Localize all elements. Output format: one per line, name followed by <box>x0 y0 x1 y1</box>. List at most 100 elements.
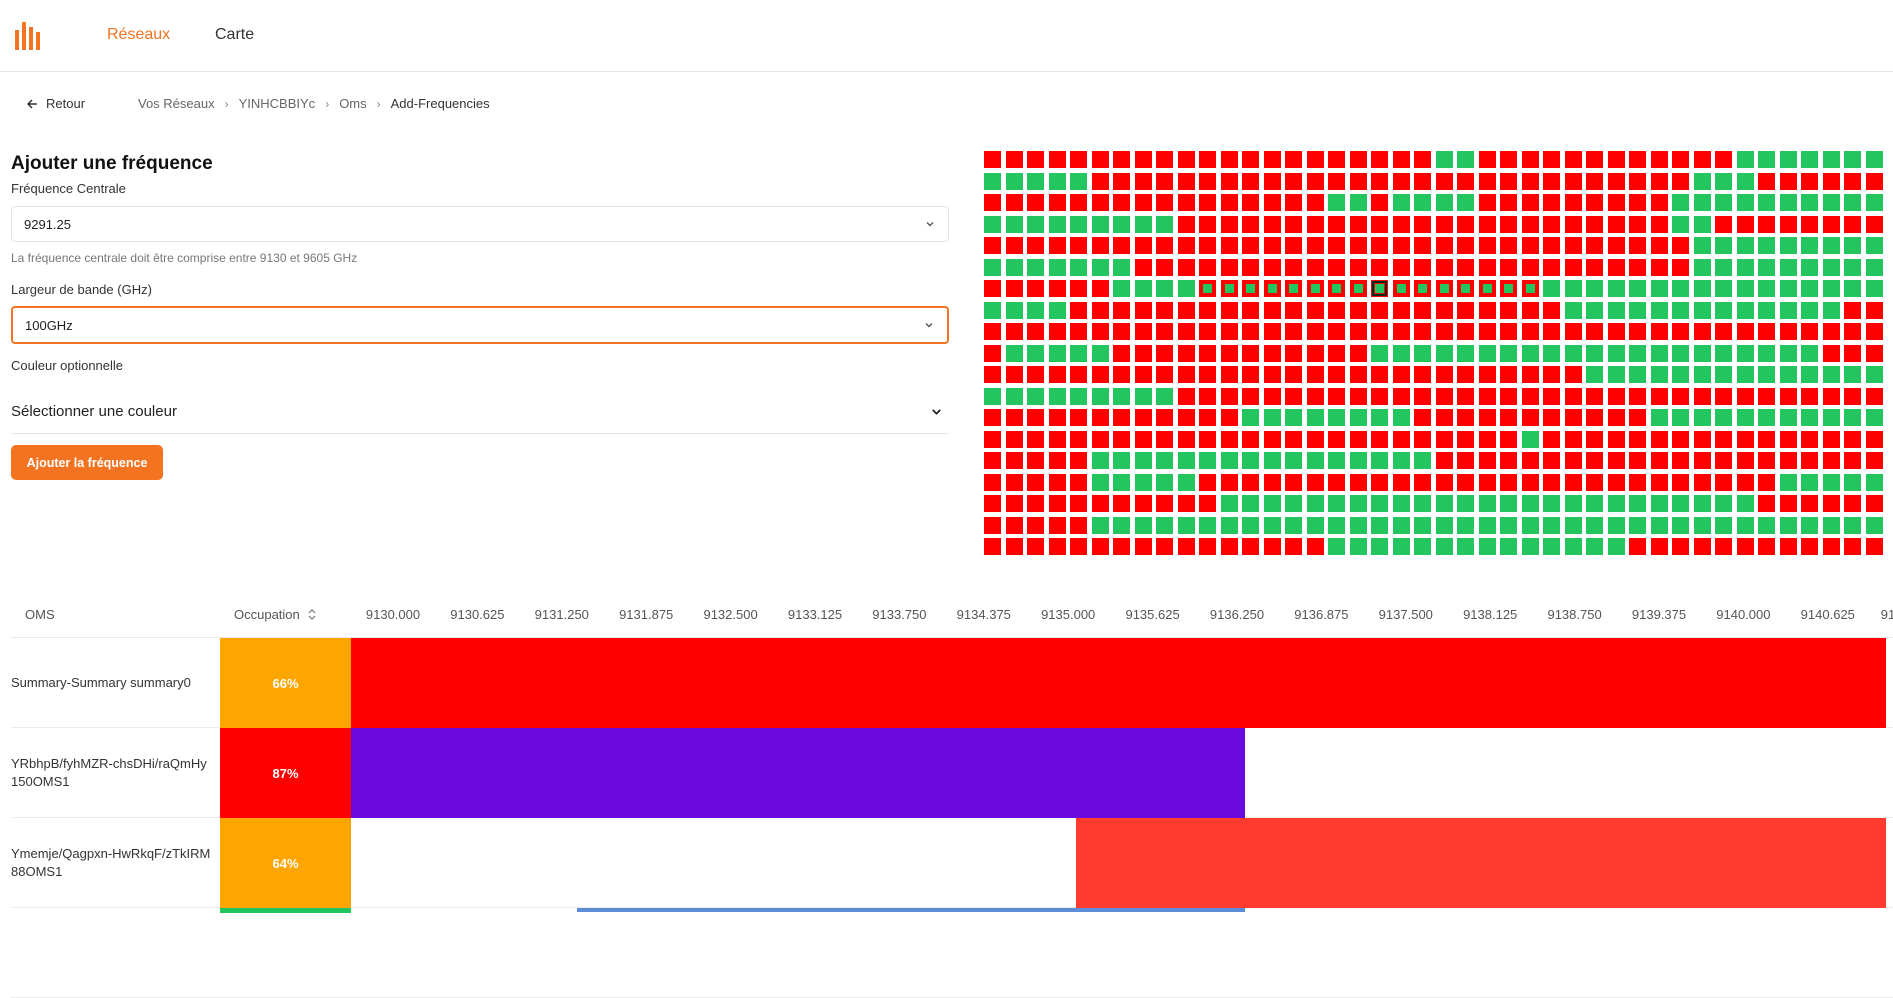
grid-cell[interactable] <box>1306 280 1324 297</box>
grid-cell[interactable] <box>1285 258 1302 276</box>
grid-cell[interactable] <box>1672 516 1689 534</box>
grid-cell[interactable] <box>1199 409 1216 426</box>
grid-cell[interactable] <box>1500 280 1517 297</box>
grid-cell[interactable] <box>1521 452 1539 469</box>
grid-cell[interactable] <box>1564 387 1582 405</box>
grid-cell[interactable] <box>1134 172 1152 190</box>
grid-cell[interactable] <box>1048 538 1066 555</box>
frequency-band[interactable] <box>351 728 1245 818</box>
grid-cell[interactable] <box>1005 495 1023 512</box>
grid-cell[interactable] <box>1865 387 1883 405</box>
grid-cell[interactable] <box>1650 366 1668 383</box>
grid-cell[interactable] <box>1285 301 1302 319</box>
grid-cell[interactable] <box>1199 366 1216 383</box>
grid-cell[interactable] <box>1672 237 1689 254</box>
grid-cell[interactable] <box>1758 387 1775 405</box>
grid-cell[interactable] <box>1564 280 1582 297</box>
grid-cell[interactable] <box>1091 409 1109 426</box>
grid-cell[interactable] <box>1435 280 1453 297</box>
grid-cell[interactable] <box>1629 430 1646 448</box>
grid-cell[interactable] <box>1242 301 1259 319</box>
grid-cell[interactable] <box>1349 172 1367 190</box>
grid-cell[interactable] <box>1005 280 1023 297</box>
grid-cell[interactable] <box>1435 344 1453 362</box>
grid-cell[interactable] <box>1801 237 1818 254</box>
grid-cell[interactable] <box>1048 237 1066 254</box>
grid-cell[interactable] <box>1758 409 1775 426</box>
bars-logo-icon[interactable] <box>15 22 43 50</box>
grid-cell[interactable] <box>1586 344 1603 362</box>
grid-cell[interactable] <box>1306 172 1324 190</box>
grid-cell[interactable] <box>1328 430 1345 448</box>
grid-cell[interactable] <box>1715 172 1732 190</box>
grid-cell[interactable] <box>984 430 1001 448</box>
grid-cell[interactable] <box>1758 237 1775 254</box>
grid-cell[interactable] <box>1027 151 1044 168</box>
grid-cell[interactable] <box>1521 366 1539 383</box>
grid-cell[interactable] <box>1048 151 1066 168</box>
grid-cell[interactable] <box>1156 430 1173 448</box>
grid-cell[interactable] <box>1027 258 1044 276</box>
grid-cell[interactable] <box>1349 366 1367 383</box>
grid-cell[interactable] <box>1478 258 1496 276</box>
grid-cell[interactable] <box>1414 151 1431 168</box>
back-button[interactable]: Retour <box>26 96 85 111</box>
grid-cell[interactable] <box>1220 366 1238 383</box>
grid-cell[interactable] <box>1801 495 1818 512</box>
grid-cell[interactable] <box>1564 237 1582 254</box>
grid-cell[interactable] <box>1500 387 1517 405</box>
grid-cell[interactable] <box>1844 516 1861 534</box>
grid-cell[interactable] <box>1371 495 1388 512</box>
grid-cell[interactable] <box>1027 516 1044 534</box>
grid-cell[interactable] <box>1306 258 1324 276</box>
grid-cell[interactable] <box>1070 452 1087 469</box>
grid-cell[interactable] <box>1435 151 1453 168</box>
grid-cell[interactable] <box>1392 172 1410 190</box>
grid-cell[interactable] <box>1650 516 1668 534</box>
grid-cell[interactable] <box>1650 430 1668 448</box>
grid-cell[interactable] <box>1414 194 1431 211</box>
grid-cell[interactable] <box>1865 237 1883 254</box>
grid-cell[interactable] <box>1650 301 1668 319</box>
grid-cell[interactable] <box>1091 151 1109 168</box>
grid-cell[interactable] <box>1414 452 1431 469</box>
grid-cell[interactable] <box>1177 409 1195 426</box>
grid-cell[interactable] <box>1500 366 1517 383</box>
grid-cell[interactable] <box>1844 387 1861 405</box>
grid-cell[interactable] <box>1521 237 1539 254</box>
grid-cell[interactable] <box>1779 258 1797 276</box>
grid-cell[interactable] <box>1844 344 1861 362</box>
grid-cell[interactable] <box>1263 409 1281 426</box>
grid-cell[interactable] <box>1801 366 1818 383</box>
grid-cell[interactable] <box>1543 495 1560 512</box>
grid-cell[interactable] <box>1822 151 1840 168</box>
grid-cell[interactable] <box>1091 366 1109 383</box>
grid-cell[interactable] <box>1758 194 1775 211</box>
grid-cell[interactable] <box>1693 194 1711 211</box>
grid-cell[interactable] <box>1478 473 1496 491</box>
grid-cell[interactable] <box>1285 280 1302 297</box>
grid-cell[interactable] <box>1306 473 1324 491</box>
grid-cell[interactable] <box>1263 151 1281 168</box>
grid-cell[interactable] <box>1736 237 1754 254</box>
grid-cell[interactable] <box>1005 344 1023 362</box>
grid-cell[interactable] <box>984 215 1001 233</box>
grid-cell[interactable] <box>1865 452 1883 469</box>
grid-cell[interactable] <box>1328 215 1345 233</box>
grid-cell[interactable] <box>1435 430 1453 448</box>
grid-cell[interactable] <box>1134 409 1152 426</box>
grid-cell[interactable] <box>1650 538 1668 555</box>
grid-cell[interactable] <box>1177 237 1195 254</box>
grid-cell[interactable] <box>1285 323 1302 340</box>
grid-cell[interactable] <box>1242 473 1259 491</box>
grid-cell[interactable] <box>1091 215 1109 233</box>
grid-cell[interactable] <box>1758 151 1775 168</box>
grid-cell[interactable] <box>1113 344 1130 362</box>
grid-cell[interactable] <box>1156 215 1173 233</box>
grid-cell[interactable] <box>1715 409 1732 426</box>
grid-cell[interactable] <box>1134 452 1152 469</box>
grid-cell[interactable] <box>1328 194 1345 211</box>
grid-cell[interactable] <box>1607 151 1625 168</box>
grid-cell[interactable] <box>1607 430 1625 448</box>
grid-cell[interactable] <box>1220 172 1238 190</box>
